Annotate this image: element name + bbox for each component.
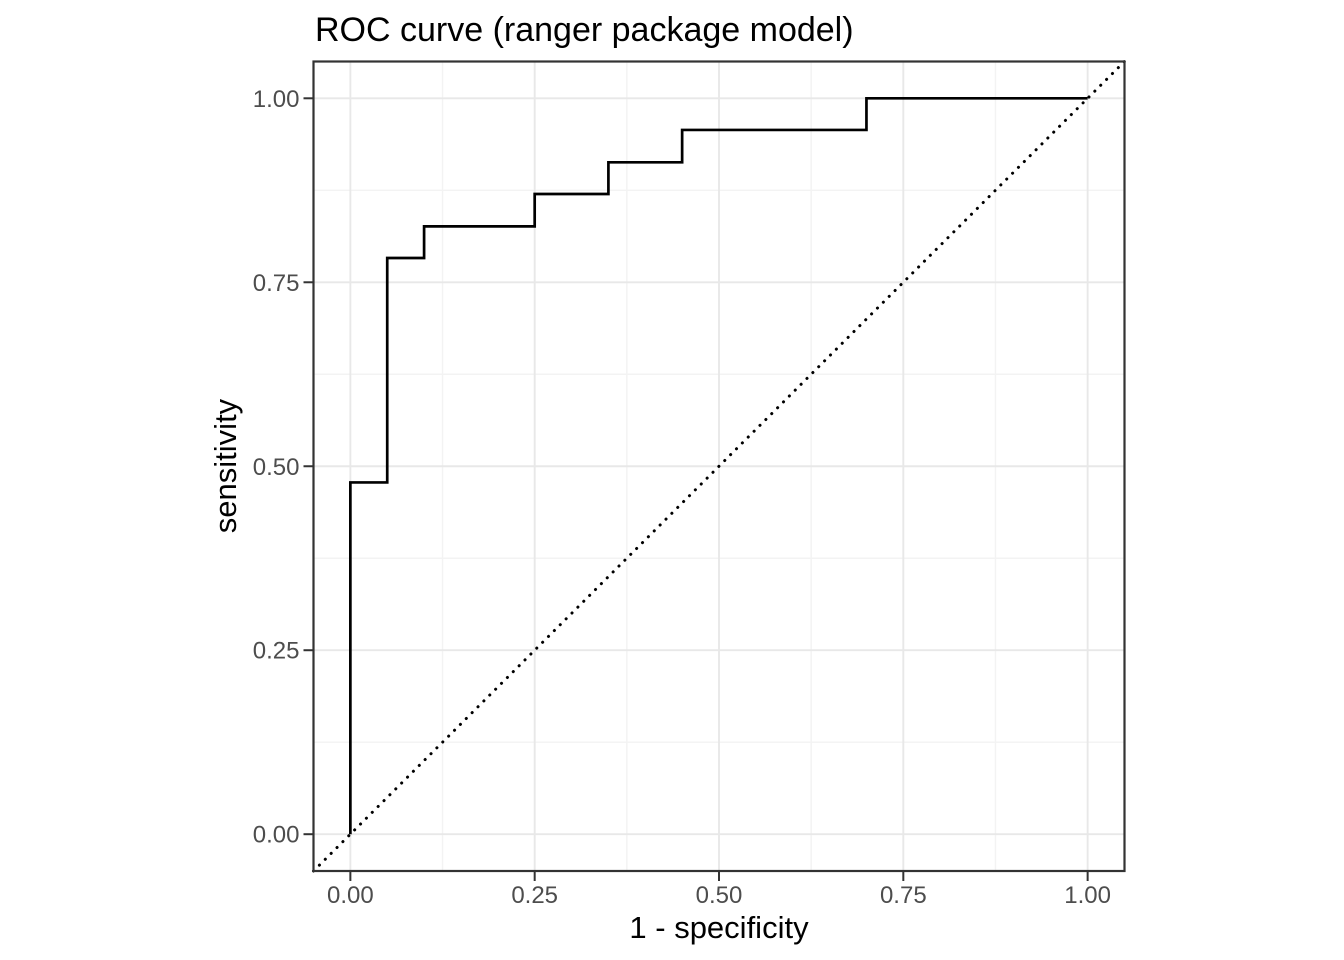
y-axis-tick-label: 0.50 (253, 454, 300, 481)
x-axis-tick-label: 0.75 (880, 882, 927, 909)
x-axis-tick-label: 1.00 (1064, 882, 1111, 909)
y-axis-tick-label: 0.25 (253, 638, 300, 665)
x-axis-tick-label: 0.50 (696, 882, 743, 909)
plot-layers: 0.00 0.25 0.50 0.75 1.00 0.00 0.25 0.50 0.75 1.00 (253, 60, 1126, 909)
chance-diagonal-line (312, 60, 1126, 873)
panel-border (312, 60, 1126, 873)
chart-title: ROC curve (ranger package model) (315, 11, 854, 49)
y-axis-tick-label: 0.00 (253, 822, 300, 849)
x-axis-title: 1 - specificity (629, 910, 809, 945)
y-axis-tick-label: 0.75 (253, 270, 300, 297)
y-axis-tick-label: 1.00 (253, 86, 300, 113)
y-axis-title: sensitivity (208, 398, 243, 533)
roc-curve-line (349, 96, 1088, 835)
x-axis-tick-label: 0.00 (327, 882, 374, 909)
x-axis-tick-label: 0.25 (511, 882, 558, 909)
